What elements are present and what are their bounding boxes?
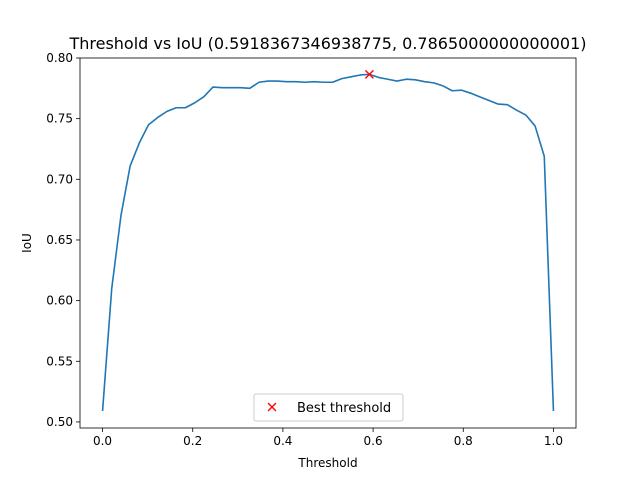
legend-label: Best threshold: [297, 401, 391, 416]
y-tick-label: 0.65: [46, 233, 73, 247]
x-tick-label: 0.6: [364, 434, 383, 448]
legend-box: [253, 393, 404, 422]
y-axis-label: IoU: [20, 233, 34, 253]
plot-area: [101, 69, 555, 412]
x-tick-label: 0.0: [93, 434, 112, 448]
y-tick-label: 0.50: [46, 415, 73, 429]
x-tick-label: 0.8: [454, 434, 473, 448]
x-tick-label: 0.2: [183, 434, 202, 448]
y-axis-ticks: 0.50 0.55 0.60 0.65 0.70 0.75 0.80: [46, 51, 80, 429]
legend-marker-icon: [267, 402, 277, 412]
x-tick-label: 0.4: [273, 434, 292, 448]
y-tick-label: 0.80: [46, 51, 73, 65]
axes-frame: [79, 57, 577, 429]
x-axis-ticks: 0.0 0.2 0.4 0.6 0.8 1.0: [93, 428, 563, 448]
x-axis-label: Threshold: [297, 456, 357, 470]
iou-series-line: [101, 73, 555, 412]
best-threshold-marker: [364, 69, 374, 79]
chart-title: Threshold vs IoU (0.5918367346938775, 0.…: [68, 34, 586, 53]
x-tick-label: 1.0: [544, 434, 563, 448]
legend: Best threshold: [253, 393, 404, 422]
y-tick-label: 0.70: [46, 172, 73, 186]
y-tick-label: 0.55: [46, 354, 73, 368]
y-tick-label: 0.75: [46, 112, 73, 126]
y-tick-label: 0.60: [46, 294, 73, 308]
